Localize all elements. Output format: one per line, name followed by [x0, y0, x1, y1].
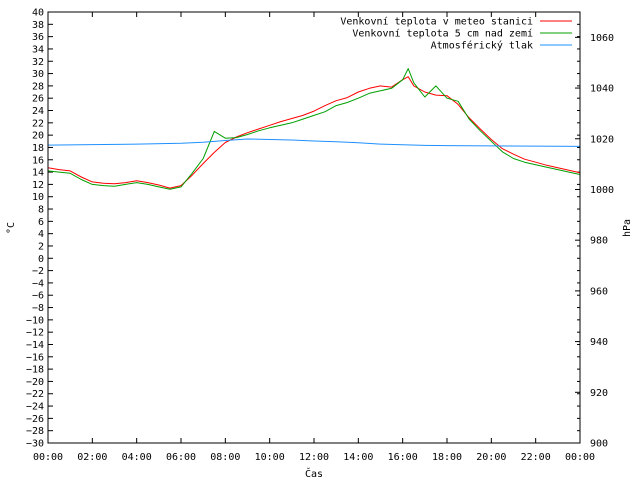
x-tick-label: 20:00 [476, 452, 506, 463]
left-tick-label: 38 [32, 20, 44, 31]
left-tick-label: −16 [26, 352, 44, 363]
left-axis: −30−28−26−24−22−20−18−16−14−12−10−8−6−4−… [26, 8, 580, 450]
x-tick-label: 00:00 [565, 452, 595, 463]
right-tick-label: 1040 [590, 84, 614, 95]
left-tick-label: −8 [32, 303, 44, 314]
right-tick-label: 1000 [590, 185, 614, 196]
right-tick-label: 900 [590, 439, 608, 450]
x-tick-label: 10:00 [255, 452, 285, 463]
left-tick-label: 20 [32, 131, 44, 142]
x-tick-label: 18:00 [432, 452, 462, 463]
right-tick-label: 1060 [590, 33, 614, 44]
right-tick-label: 960 [590, 286, 608, 297]
left-tick-label: 14 [32, 168, 44, 179]
y-axis-title-left: °C [6, 222, 17, 234]
x-axis: 00:00 02:00 04:00 06:00 08:00 10:00 12:00 14:00… [33, 12, 595, 463]
left-tick-label: −2 [32, 266, 44, 277]
legend-label-2: Venkovní teplota 5 cm nad zemí [352, 28, 533, 40]
left-tick-label: −10 [26, 315, 44, 326]
left-tick-label: 32 [32, 57, 44, 68]
x-tick-label: 04:00 [122, 452, 152, 463]
x-tick-label: 00:00 [33, 452, 63, 463]
left-tick-label: −14 [26, 340, 44, 351]
x-tick-label: 12:00 [299, 452, 329, 463]
x-tick-label: 08:00 [210, 452, 240, 463]
left-tick-label: −6 [32, 291, 44, 302]
left-tick-label: 0 [38, 254, 44, 265]
right-tick-label: 980 [590, 236, 608, 247]
right-tick-label: 1020 [590, 134, 614, 145]
left-tick-label: 12 [32, 180, 44, 191]
series-line-1 [47, 76, 581, 189]
x-tick-label: 02:00 [77, 452, 107, 463]
left-tick-label: −22 [26, 389, 44, 400]
left-tick-label: 34 [32, 44, 44, 55]
plot-lines [47, 68, 581, 190]
legend: Venkovní teplota v meteo staniciVenkovní… [340, 16, 572, 52]
left-tick-label: −18 [26, 365, 44, 376]
left-tick-label: 10 [32, 192, 44, 203]
left-tick-label: 36 [32, 32, 44, 43]
left-tick-label: 16 [32, 155, 44, 166]
left-tick-label: 6 [38, 217, 44, 228]
left-tick-label: −26 [26, 414, 44, 425]
x-tick-label: 22:00 [521, 452, 551, 463]
x-axis-title: Čas [305, 467, 323, 480]
left-tick-label: −28 [26, 426, 44, 437]
left-tick-label: −30 [26, 439, 44, 450]
left-tick-label: 40 [32, 8, 44, 19]
left-tick-label: 4 [38, 229, 44, 240]
left-tick-label: 18 [32, 143, 44, 154]
x-tick-label: 14:00 [343, 452, 373, 463]
right-tick-label: 920 [590, 388, 608, 399]
left-tick-label: 26 [32, 94, 44, 105]
left-tick-label: 24 [32, 106, 44, 117]
x-tick-label: 06:00 [166, 452, 196, 463]
plot-frame [47, 11, 581, 444]
left-tick-label: 30 [32, 69, 44, 80]
legend-label-1: Venkovní teplota v meteo stanici [340, 16, 533, 28]
left-tick-label: 2 [38, 241, 44, 252]
series-line-3 [47, 138, 581, 147]
left-tick-label: 22 [32, 118, 44, 129]
right-axis: 900 920 940 960 980 1000 1020 1040 1060 [575, 33, 614, 450]
legend-label-3: Atmosférický tlak [431, 40, 533, 52]
left-tick-label: −4 [32, 278, 44, 289]
left-tick-label: 8 [38, 205, 44, 216]
x-tick-label: 16:00 [388, 452, 418, 463]
left-tick-label: −24 [26, 402, 44, 413]
left-tick-label: −20 [26, 377, 44, 388]
y-axis-title-right: hPa [622, 219, 633, 237]
left-tick-label: 28 [32, 81, 44, 92]
left-tick-label: −12 [26, 328, 44, 339]
series-line-2 [47, 68, 581, 190]
right-tick-label: 940 [590, 337, 608, 348]
